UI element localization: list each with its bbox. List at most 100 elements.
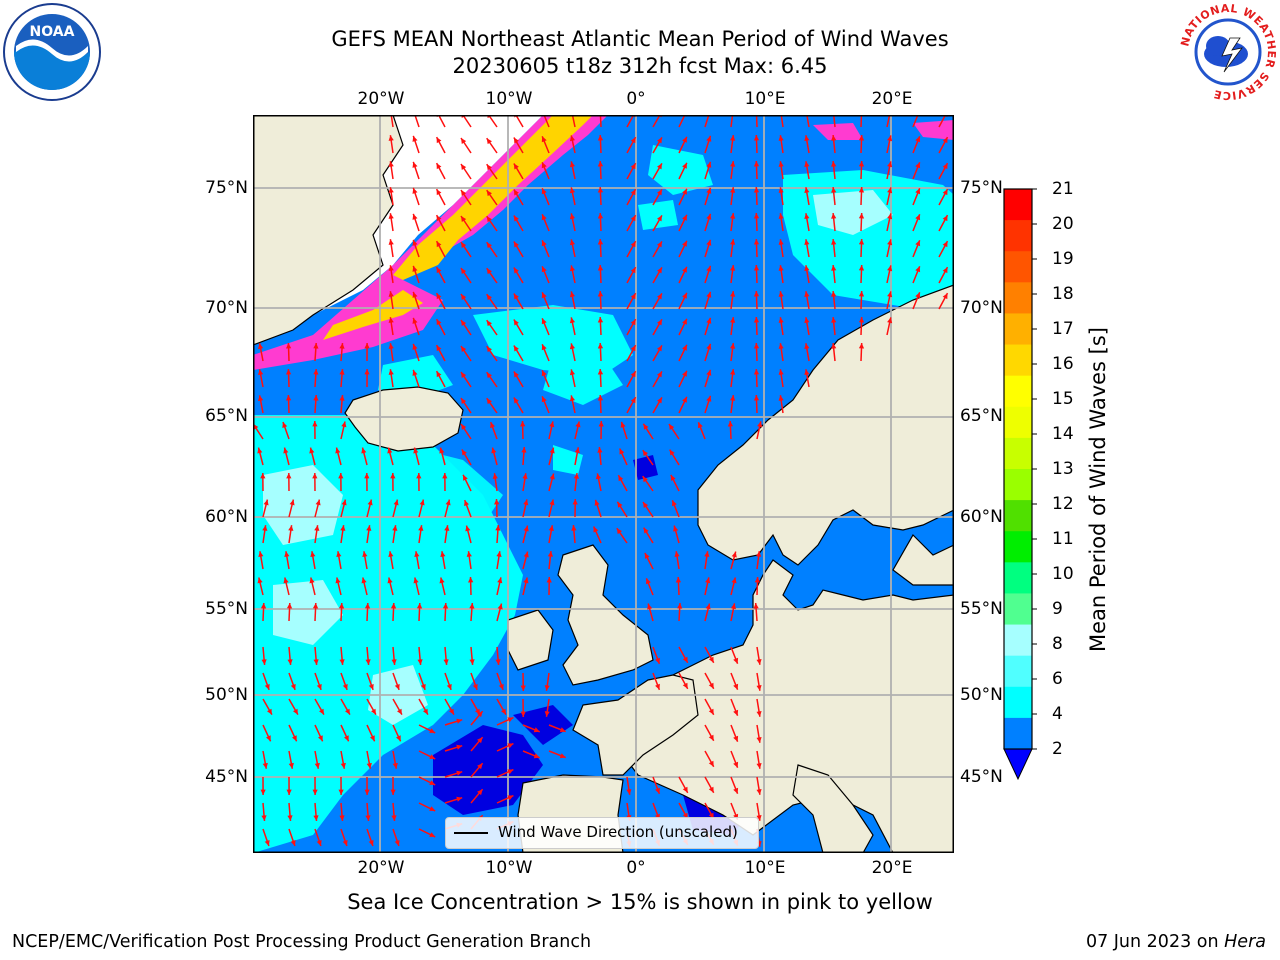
colorbar-segment bbox=[1004, 686, 1032, 719]
wind-arrow-head bbox=[706, 291, 712, 298]
wind-arrow-shaft bbox=[886, 115, 891, 128]
wind-arrow-head bbox=[456, 770, 463, 776]
wind-arrow-head bbox=[730, 213, 736, 219]
wind-arrow-head bbox=[597, 291, 604, 297]
wind-arrow-head bbox=[444, 525, 450, 531]
wind-arrow-head bbox=[887, 291, 893, 298]
wind-arrow-head bbox=[486, 242, 492, 249]
wind-arrow-head bbox=[657, 241, 662, 248]
wind-arrow-head bbox=[365, 815, 371, 821]
wind-arrow-head bbox=[258, 343, 264, 350]
wind-arrow-head bbox=[267, 708, 272, 715]
wind-arrow-head bbox=[642, 450, 648, 457]
wind-arrow-head bbox=[559, 727, 566, 733]
wind-arrow-head bbox=[704, 551, 710, 557]
wind-arrow-head bbox=[436, 371, 442, 378]
wind-arrow-head bbox=[804, 135, 810, 141]
wind-arrow-head bbox=[682, 656, 688, 663]
wind-arrow-head bbox=[486, 320, 492, 327]
lat-label-left: 65°N bbox=[205, 406, 248, 426]
chart-title: GEFS MEAN Northeast Atlantic Mean Period… bbox=[331, 27, 949, 51]
wind-arrow-head bbox=[730, 239, 736, 245]
wind-arrow-head bbox=[644, 552, 650, 559]
wind-arrow-head bbox=[942, 293, 948, 300]
wind-arrow-head bbox=[486, 294, 492, 301]
wind-arrow-head bbox=[420, 684, 426, 690]
wind-arrow-head bbox=[367, 499, 373, 506]
wind-arrow-head bbox=[313, 369, 319, 375]
wind-arrow-head bbox=[541, 214, 547, 221]
wind-arrow-head bbox=[290, 684, 296, 690]
wind-arrow-head bbox=[521, 447, 527, 453]
wind-arrow-head bbox=[730, 603, 736, 610]
wind-arrow-head bbox=[336, 551, 342, 557]
wind-arrow-head bbox=[569, 187, 575, 194]
wind-arrow-head bbox=[569, 317, 575, 324]
wind-arrow-head bbox=[388, 551, 394, 557]
wind-arrow-head bbox=[436, 163, 442, 170]
wind-arrow-head bbox=[657, 163, 662, 170]
wind-arrow-head bbox=[338, 473, 344, 479]
colorbar-tick-label: 9 bbox=[1052, 599, 1063, 619]
colorbar-segment bbox=[1004, 655, 1032, 688]
colorbar-tick-label: 8 bbox=[1052, 634, 1063, 654]
wind-arrow-head bbox=[364, 789, 370, 795]
wind-arrow-head bbox=[486, 372, 492, 379]
wind-arrow-head bbox=[915, 292, 921, 299]
wind-arrow-head bbox=[698, 422, 703, 429]
period-zone-cyan bbox=[253, 145, 954, 853]
colorbar-tick-label: 19 bbox=[1052, 249, 1074, 269]
wind-arrow-head bbox=[287, 659, 293, 665]
wind-arrow-head bbox=[756, 659, 762, 665]
wind-arrow-head bbox=[630, 345, 636, 352]
wind-arrow-head bbox=[289, 499, 295, 506]
wind-arrow-head bbox=[858, 343, 865, 349]
wind-arrow-head bbox=[412, 239, 418, 246]
colorbar-tick-label: 21 bbox=[1052, 179, 1074, 199]
wind-arrow-head bbox=[643, 502, 649, 508]
wind-arrow-head bbox=[312, 603, 319, 609]
wind-arrow-head bbox=[753, 265, 760, 271]
wind-arrow-head bbox=[630, 215, 636, 222]
wind-arrow-head bbox=[730, 395, 736, 401]
wind-arrow-head bbox=[597, 395, 604, 401]
wind-arrow-head bbox=[630, 371, 636, 378]
lat-label-right: 55°N bbox=[960, 599, 1003, 619]
wind-arrow-head bbox=[733, 735, 739, 742]
wind-arrow-head bbox=[397, 708, 402, 715]
wind-arrow-head bbox=[440, 551, 446, 557]
wind-arrow-head bbox=[364, 343, 370, 349]
wind-arrow-head bbox=[569, 369, 575, 376]
wind-arrow-head bbox=[361, 447, 367, 454]
wind-arrow-head bbox=[915, 136, 921, 143]
lat-label-left: 50°N bbox=[205, 685, 248, 705]
wind-arrow-head bbox=[319, 708, 324, 715]
wind-arrow-shaft bbox=[780, 115, 784, 128]
wind-arrow-head bbox=[313, 343, 319, 349]
wind-arrow-head bbox=[778, 187, 784, 193]
wind-arrow-head bbox=[915, 214, 921, 221]
wind-arrow-head bbox=[942, 215, 948, 222]
wind-arrow-head bbox=[630, 267, 636, 274]
wind-arrow-head bbox=[394, 684, 400, 690]
wind-arrow-head bbox=[362, 551, 368, 557]
wind-arrow-head bbox=[730, 135, 736, 141]
wind-arrow-head bbox=[429, 728, 436, 733]
wind-arrow-head bbox=[657, 397, 662, 404]
wind-arrow-head bbox=[495, 525, 501, 531]
lon-label-bottom: 20°W bbox=[357, 858, 405, 878]
sea-ice-yellow bbox=[323, 115, 593, 340]
wind-arrow-head bbox=[290, 840, 296, 846]
wind-arrow-head bbox=[569, 343, 575, 350]
wind-arrow-head bbox=[392, 762, 398, 769]
map-panel bbox=[253, 115, 954, 853]
wind-arrow-head bbox=[339, 395, 345, 401]
wind-arrow-head bbox=[541, 292, 547, 299]
wind-arrow-head bbox=[364, 473, 370, 479]
wind-arrow-head bbox=[436, 215, 442, 222]
wind-arrow-head bbox=[569, 161, 575, 168]
wind-arrow-head bbox=[443, 659, 449, 665]
wind-arrow-head bbox=[436, 189, 442, 196]
wind-arrow-head bbox=[507, 795, 514, 801]
footer-host: Hera bbox=[1224, 932, 1266, 952]
